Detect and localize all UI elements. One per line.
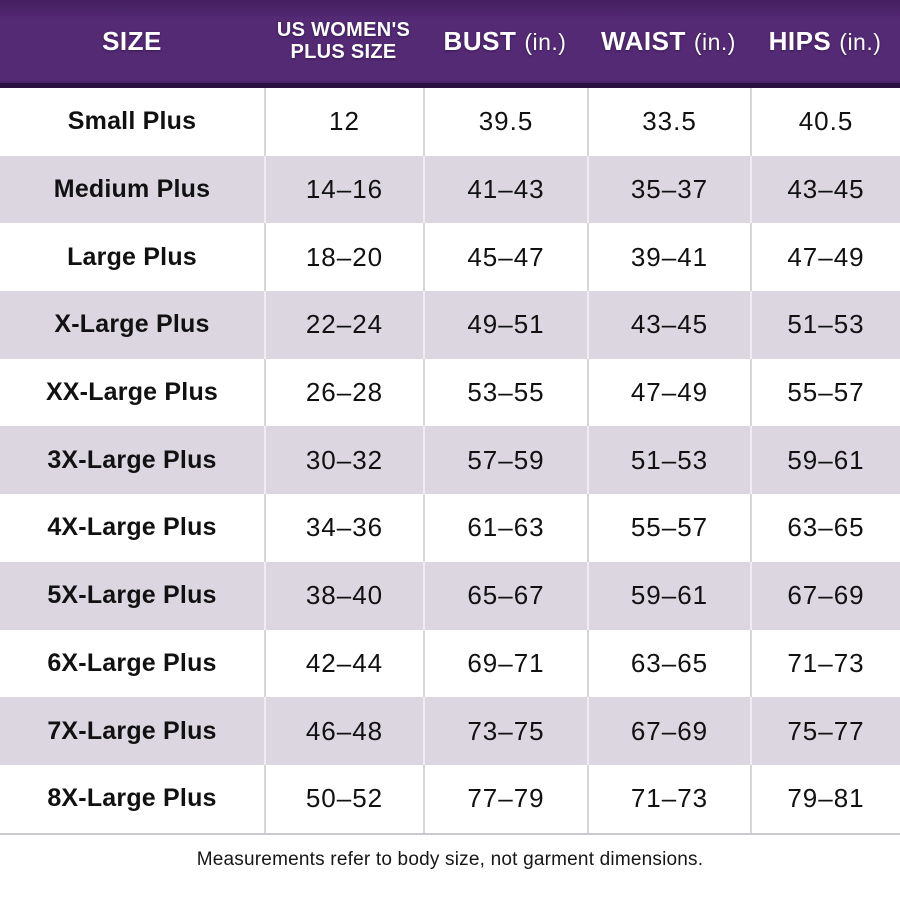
measurement-cell: 35–37 — [587, 155, 750, 224]
measurement-cell: 63–65 — [587, 629, 750, 698]
measurement-cell: 75–77 — [750, 697, 900, 765]
table-row: Large Plus 18–20 45–47 39–41 47–49 — [0, 223, 900, 292]
header-cell-waist: WAIST (in.) — [587, 27, 750, 55]
table-row: 4X-Large Plus 34–36 61–63 55–57 63–65 — [0, 494, 900, 562]
measurement-cell: 59–61 — [587, 561, 750, 630]
measurement-cell: 71–73 — [750, 629, 900, 698]
table-row: 7X-Large Plus 46–48 73–75 67–69 75–77 — [0, 697, 900, 765]
measurement-cell: 63–65 — [750, 494, 900, 562]
measurement-cell: 40.5 — [750, 88, 900, 156]
measurement-cell: 53–55 — [423, 358, 587, 427]
measurement-cell: 33.5 — [587, 88, 750, 156]
measurement-cell: 38–40 — [264, 561, 423, 630]
measurement-cell: 47–49 — [587, 358, 750, 427]
measurement-cell: 71–73 — [587, 764, 750, 833]
size-name-cell: 4X-Large Plus — [47, 513, 217, 542]
measurement-cell: 46–48 — [264, 697, 423, 765]
measurement-cell: 43–45 — [587, 291, 750, 359]
measurement-cell: 59–61 — [750, 426, 900, 495]
measurement-cell: 12 — [264, 88, 423, 156]
measurement-cell: 41–43 — [423, 155, 587, 224]
measurement-cell: 51–53 — [587, 426, 750, 495]
measurement-cell: 55–57 — [750, 358, 900, 427]
measurement-cell: 18–20 — [264, 223, 423, 292]
table-row: Medium Plus 14–16 41–43 35–37 43–45 — [0, 155, 900, 224]
measurement-cell: 67–69 — [587, 697, 750, 765]
measurement-cell: 73–75 — [423, 697, 587, 765]
header-label-size: SIZE — [102, 26, 162, 57]
table-body: Small Plus 12 39.5 33.5 40.5 Medium Plus 14–16… — [0, 88, 900, 835]
size-chart-table: SIZE US WOMEN'S PLUS SIZE BUST (in.) WAI… — [0, 0, 900, 870]
size-name-cell: X-Large Plus — [54, 310, 210, 339]
measurement-cell: 69–71 — [423, 629, 587, 698]
measurement-cell: 14–16 — [264, 155, 423, 224]
header-cell-hips: HIPS (in.) — [750, 27, 900, 55]
table-row: 3X-Large Plus 30–32 57–59 51–53 59–61 — [0, 426, 900, 495]
measurement-cell: 45–47 — [423, 223, 587, 292]
measurement-cell: 79–81 — [750, 764, 900, 833]
measurement-cell: 67–69 — [750, 561, 900, 630]
measurement-cell: 51–53 — [750, 291, 900, 359]
measurement-cell: 22–24 — [264, 291, 423, 359]
header-label-hips: HIPS — [768, 26, 832, 57]
header-cell-us-plus-size: US WOMEN'S PLUS SIZE — [264, 18, 423, 63]
measurement-cell: 77–79 — [423, 764, 587, 833]
header-label-plus-size: PLUS SIZE — [290, 40, 397, 63]
size-name-cell: Medium Plus — [53, 175, 211, 204]
measurement-cell: 39.5 — [423, 88, 587, 156]
measurement-cell: 42–44 — [264, 629, 423, 698]
table-row: XX-Large Plus 26–28 53–55 47–49 55–57 — [0, 358, 900, 427]
measurement-cell: 34–36 — [264, 494, 423, 562]
size-name-cell: XX-Large Plus — [45, 378, 219, 407]
header-unit-bust: (in.) — [524, 29, 567, 56]
measurement-cell: 39–41 — [587, 223, 750, 292]
header-label-bust: BUST — [443, 26, 517, 57]
header-unit-hips: (in.) — [839, 29, 882, 56]
size-name-cell: Small Plus — [67, 107, 197, 136]
measurement-cell: 43–45 — [750, 155, 900, 224]
header-unit-waist: (in.) — [693, 29, 736, 56]
table-row: 8X-Large Plus 50–52 77–79 71–73 79–81 — [0, 764, 900, 833]
measurement-cell: 26–28 — [264, 358, 423, 427]
size-name-cell: 8X-Large Plus — [47, 784, 217, 813]
table-row: 6X-Large Plus 42–44 69–71 63–65 71–73 — [0, 629, 900, 698]
measurement-cell: 49–51 — [423, 291, 587, 359]
header-label-us-womens: US WOMEN'S — [276, 18, 411, 41]
measurement-cell: 55–57 — [587, 494, 750, 562]
measurement-cell: 50–52 — [264, 764, 423, 833]
table-row: Small Plus 12 39.5 33.5 40.5 — [0, 88, 900, 156]
size-name-cell: 7X-Large Plus — [47, 716, 217, 745]
table-row: 5X-Large Plus 38–40 65–67 59–61 67–69 — [0, 561, 900, 630]
measurement-cell: 30–32 — [264, 426, 423, 495]
measurement-cell: 47–49 — [750, 223, 900, 292]
table-header-row: SIZE US WOMEN'S PLUS SIZE BUST (in.) WAI… — [0, 0, 900, 88]
footnote: Measurements refer to body size, not gar… — [196, 848, 704, 870]
measurement-cell: 61–63 — [423, 494, 587, 562]
size-name-cell: Large Plus — [67, 242, 197, 271]
size-name-cell: 6X-Large Plus — [47, 648, 217, 677]
header-cell-size: SIZE — [0, 27, 264, 55]
header-cell-bust: BUST (in.) — [423, 27, 587, 55]
header-label-waist: WAIST — [601, 26, 686, 57]
measurement-cell: 65–67 — [423, 561, 587, 630]
size-name-cell: 3X-Large Plus — [47, 445, 217, 474]
size-name-cell: 5X-Large Plus — [47, 581, 217, 610]
measurement-cell: 57–59 — [423, 426, 587, 495]
table-row: X-Large Plus 22–24 49–51 43–45 51–53 — [0, 291, 900, 359]
